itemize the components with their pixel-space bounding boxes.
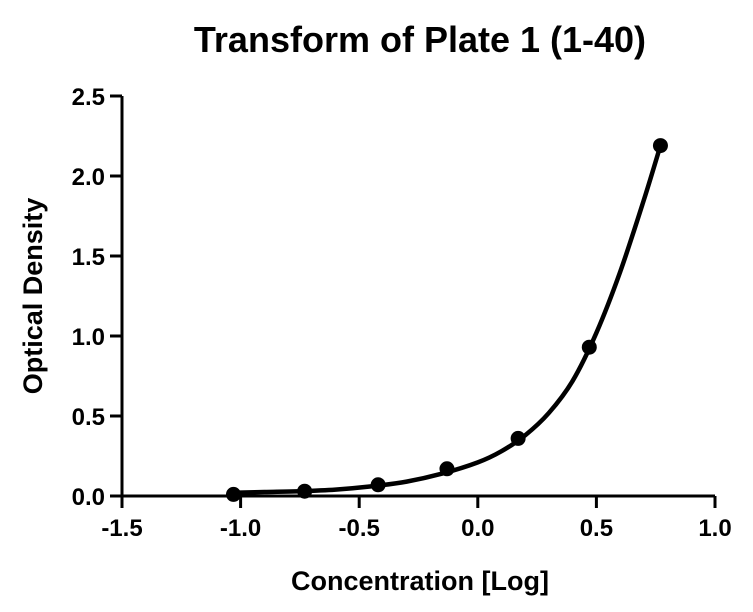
x-tick-label: -1.0 (220, 515, 261, 542)
x-axis-label: Concentration [Log] (291, 566, 549, 596)
x-tick-label: 1.0 (698, 515, 731, 542)
y-tick-label: 1.0 (72, 324, 105, 351)
data-point (370, 477, 386, 493)
data-point (439, 461, 455, 477)
data-point (510, 430, 526, 446)
x-tick-label: -1.5 (101, 515, 142, 542)
axes: -1.5 -1.0 -0.5 0.0 0.5 1.0 0.0 0.5 1.0 1.5 2.0 2.5 (72, 84, 732, 542)
y-tick-label: 0.0 (72, 484, 105, 511)
data-point (225, 486, 241, 502)
data-point (581, 339, 597, 355)
y-tick-label: 2.5 (72, 84, 105, 111)
y-tick-label: 2.0 (72, 164, 105, 191)
y-tick-label: 0.5 (72, 404, 105, 431)
y-axis-label: Optical Density (18, 198, 48, 395)
fit-curve-line (231, 143, 663, 496)
data-point (652, 138, 668, 154)
plot-area (225, 138, 668, 502)
y-tick-label: 1.5 (72, 244, 105, 271)
x-tick-label: 0.0 (461, 515, 494, 542)
chart-title: Transform of Plate 1 (1-40) (194, 19, 646, 60)
x-tick-label: -0.5 (339, 515, 380, 542)
x-tick-label: 0.5 (580, 515, 613, 542)
